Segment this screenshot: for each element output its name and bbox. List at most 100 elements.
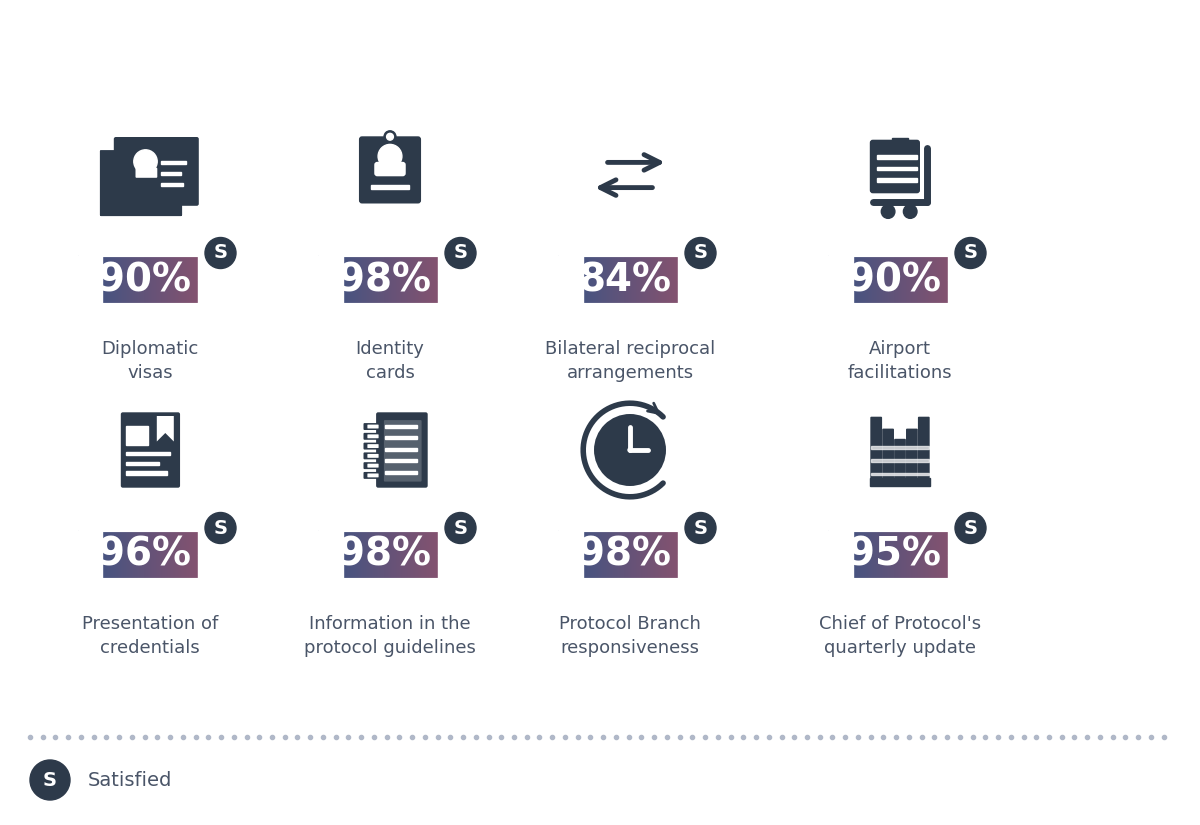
- Bar: [948, 280, 972, 305]
- FancyBboxPatch shape: [367, 474, 379, 478]
- Circle shape: [378, 144, 402, 168]
- Circle shape: [445, 512, 476, 544]
- Circle shape: [134, 150, 157, 173]
- Text: S: S: [454, 518, 468, 538]
- Circle shape: [904, 205, 917, 219]
- Text: Information in the
protocol guidelines: Information in the protocol guidelines: [304, 615, 476, 657]
- Bar: [161, 182, 184, 186]
- Text: 98%: 98%: [338, 536, 432, 574]
- Bar: [126, 471, 167, 475]
- Bar: [198, 280, 222, 305]
- Bar: [828, 555, 852, 580]
- Text: 98%: 98%: [338, 261, 432, 299]
- Bar: [385, 471, 418, 474]
- Bar: [871, 473, 929, 475]
- FancyBboxPatch shape: [364, 472, 383, 478]
- Bar: [198, 555, 222, 580]
- Bar: [678, 280, 702, 305]
- Bar: [893, 138, 907, 143]
- FancyBboxPatch shape: [364, 443, 383, 450]
- Bar: [126, 427, 149, 445]
- Circle shape: [955, 512, 986, 544]
- Bar: [385, 436, 418, 439]
- Text: 95%: 95%: [848, 536, 942, 574]
- Circle shape: [955, 238, 986, 268]
- Polygon shape: [157, 416, 174, 441]
- Bar: [198, 255, 222, 280]
- Circle shape: [384, 131, 396, 143]
- FancyBboxPatch shape: [98, 148, 184, 218]
- FancyBboxPatch shape: [367, 425, 379, 428]
- FancyBboxPatch shape: [136, 167, 157, 178]
- Bar: [870, 478, 930, 486]
- Bar: [161, 172, 181, 175]
- Text: Airport
facilitations: Airport facilitations: [847, 340, 953, 382]
- Bar: [948, 530, 972, 555]
- FancyBboxPatch shape: [918, 417, 930, 483]
- Bar: [318, 555, 342, 580]
- Bar: [438, 280, 462, 305]
- Bar: [161, 161, 186, 164]
- Bar: [438, 555, 462, 580]
- Circle shape: [205, 238, 236, 268]
- Text: Bilateral reciprocal
arrangements: Bilateral reciprocal arrangements: [545, 340, 715, 382]
- Text: Chief of Protocol's
quarterly update: Chief of Protocol's quarterly update: [818, 615, 982, 657]
- Text: Identity
cards: Identity cards: [355, 340, 425, 382]
- Bar: [558, 255, 582, 280]
- Circle shape: [628, 447, 632, 453]
- Bar: [385, 425, 418, 427]
- Circle shape: [445, 238, 476, 268]
- FancyBboxPatch shape: [894, 439, 906, 483]
- Text: Satisfied: Satisfied: [88, 771, 173, 790]
- Bar: [871, 460, 929, 462]
- FancyBboxPatch shape: [367, 454, 379, 458]
- Bar: [871, 446, 929, 449]
- Bar: [948, 555, 972, 580]
- FancyBboxPatch shape: [364, 433, 383, 440]
- Text: Diplomatic
visas: Diplomatic visas: [101, 340, 199, 382]
- Text: 90%: 90%: [848, 261, 942, 299]
- Bar: [678, 530, 702, 555]
- Bar: [877, 178, 917, 182]
- Text: S: S: [214, 243, 228, 262]
- Bar: [318, 530, 342, 555]
- Circle shape: [205, 512, 236, 544]
- Text: S: S: [964, 243, 978, 262]
- Text: 90%: 90%: [98, 261, 192, 299]
- Bar: [438, 255, 462, 280]
- Text: 84%: 84%: [578, 261, 672, 299]
- Text: S: S: [964, 518, 978, 538]
- Bar: [678, 255, 702, 280]
- FancyBboxPatch shape: [114, 137, 199, 205]
- Bar: [678, 555, 702, 580]
- Bar: [198, 530, 222, 555]
- FancyBboxPatch shape: [870, 417, 882, 483]
- Bar: [828, 280, 852, 305]
- Text: 96%: 96%: [98, 536, 192, 574]
- Bar: [558, 280, 582, 305]
- Circle shape: [30, 760, 70, 800]
- Bar: [126, 462, 158, 465]
- Bar: [385, 460, 418, 462]
- Bar: [318, 280, 342, 305]
- Bar: [371, 185, 409, 189]
- Circle shape: [594, 414, 666, 486]
- Bar: [318, 255, 342, 280]
- Circle shape: [685, 512, 716, 544]
- Text: 98%: 98%: [578, 536, 672, 574]
- Text: S: S: [214, 518, 228, 538]
- Bar: [948, 255, 972, 280]
- FancyBboxPatch shape: [364, 423, 383, 430]
- Bar: [558, 555, 582, 580]
- FancyBboxPatch shape: [906, 429, 918, 483]
- FancyBboxPatch shape: [359, 136, 421, 204]
- FancyBboxPatch shape: [367, 435, 379, 438]
- FancyBboxPatch shape: [376, 412, 427, 488]
- FancyBboxPatch shape: [870, 139, 920, 193]
- Text: Presentation of
credentials: Presentation of credentials: [82, 615, 218, 657]
- Bar: [385, 448, 418, 450]
- FancyBboxPatch shape: [364, 462, 383, 469]
- Bar: [828, 255, 852, 280]
- FancyBboxPatch shape: [367, 464, 379, 468]
- Bar: [877, 155, 917, 159]
